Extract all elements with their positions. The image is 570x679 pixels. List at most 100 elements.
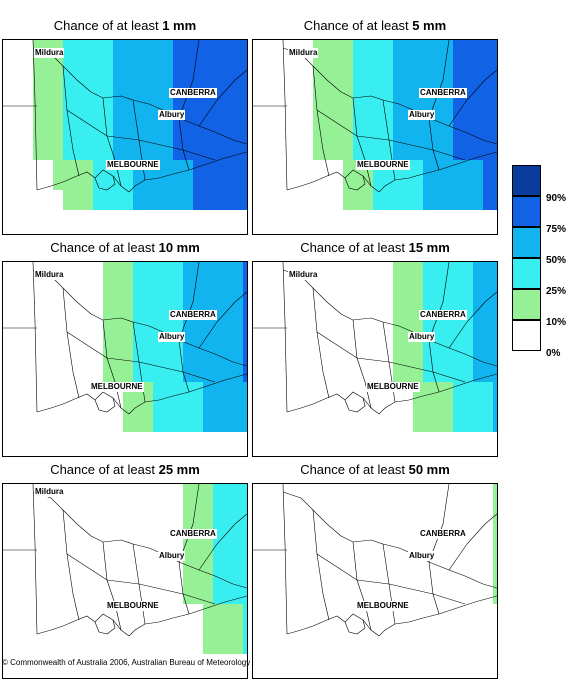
rain-cell: [393, 130, 403, 140]
rain-cell: [393, 170, 403, 180]
rain-cell: [203, 534, 213, 544]
rain-cell: [173, 362, 183, 372]
rain-cell: [483, 190, 493, 200]
rain-cell: [183, 412, 193, 422]
rain-cell: [403, 80, 413, 90]
rain-cell: [493, 282, 497, 292]
rain-cell: [153, 422, 163, 432]
rain-cell: [433, 120, 443, 130]
rain-cell: [223, 312, 233, 322]
rain-cell: [483, 402, 493, 412]
rain-cell: [173, 402, 183, 412]
rain-cell: [243, 140, 247, 150]
rain-cell: [193, 494, 203, 504]
rain-cell: [463, 312, 473, 322]
rain-cell: [173, 190, 183, 200]
rain-cell: [343, 50, 353, 60]
rain-cell: [63, 40, 73, 50]
rain-cell: [483, 130, 493, 140]
rain-cell: [483, 382, 493, 392]
rain-cell: [363, 60, 373, 70]
rain-cell: [123, 292, 133, 302]
rain-cell: [203, 504, 213, 514]
rain-cell: [413, 342, 423, 352]
rain-cell: [173, 292, 183, 302]
rain-cell: [193, 564, 203, 574]
rain-cell: [113, 90, 123, 100]
rain-cell: [443, 402, 453, 412]
rain-cell: [243, 90, 247, 100]
rain-cell: [433, 50, 443, 60]
rain-cell: [233, 352, 243, 362]
rain-cell: [133, 90, 143, 100]
rain-cell: [183, 484, 193, 494]
rain-cell: [223, 292, 233, 302]
rain-cell: [203, 382, 213, 392]
rain-cell: [173, 180, 183, 190]
rain-cell: [163, 342, 173, 352]
rain-cell: [223, 50, 233, 60]
rain-cell: [413, 312, 423, 322]
rain-cell: [343, 40, 353, 50]
rain-cell: [163, 302, 173, 312]
rain-cell: [483, 170, 493, 180]
rain-cell: [243, 422, 247, 432]
rain-cell: [493, 504, 497, 514]
rain-cell: [123, 100, 133, 110]
rain-cell: [93, 140, 103, 150]
rain-cell: [243, 594, 247, 604]
rain-cell: [123, 322, 133, 332]
rain-cell: [393, 312, 403, 322]
rain-cell: [213, 322, 223, 332]
rain-cell: [203, 170, 213, 180]
rain-cell: [243, 564, 247, 574]
rain-cell: [143, 70, 153, 80]
rain-cell: [493, 574, 497, 584]
rain-cell: [473, 272, 483, 282]
rain-cell: [133, 190, 143, 200]
rain-cell: [493, 140, 497, 150]
rain-cell: [163, 140, 173, 150]
rain-cell: [113, 80, 123, 90]
rain-cell: [243, 292, 247, 302]
rain-cell: [353, 190, 363, 200]
rain-cell: [183, 110, 193, 120]
rain-cell: [403, 170, 413, 180]
label-mildura: Mildura: [34, 48, 65, 58]
rain-cell: [463, 90, 473, 100]
rain-cell: [63, 120, 73, 130]
rain-cell: [483, 422, 493, 432]
rain-cell: [183, 504, 193, 514]
rain-cell: [113, 362, 123, 372]
rain-cell: [123, 262, 133, 272]
rain-cell: [203, 614, 213, 624]
rain-cell: [423, 190, 433, 200]
rain-cell: [323, 90, 333, 100]
rain-cell: [63, 180, 73, 190]
rain-cell: [323, 100, 333, 110]
rain-cell: [223, 604, 233, 614]
rain-cell: [433, 60, 443, 70]
rain-cell: [123, 200, 133, 210]
rain-cell: [153, 60, 163, 70]
rain-cell: [123, 282, 133, 292]
rain-cell: [243, 614, 247, 624]
panel-title: Chance of at least 50 mm: [300, 462, 450, 477]
rain-cell: [183, 80, 193, 90]
rain-cell: [383, 60, 393, 70]
rain-cell: [493, 342, 497, 352]
rain-cell: [433, 282, 443, 292]
rain-cell: [453, 60, 463, 70]
rain-cell: [383, 100, 393, 110]
rain-cell: [403, 372, 413, 382]
rain-cell: [353, 200, 363, 210]
rain-cell: [243, 70, 247, 80]
rain-cell: [143, 170, 153, 180]
rain-cell: [413, 50, 423, 60]
rain-cell: [223, 90, 233, 100]
rain-cell: [163, 40, 173, 50]
rain-cell: [123, 352, 133, 362]
rain-cell: [213, 170, 223, 180]
rain-cell: [243, 180, 247, 190]
boundary-line: [344, 397, 366, 413]
